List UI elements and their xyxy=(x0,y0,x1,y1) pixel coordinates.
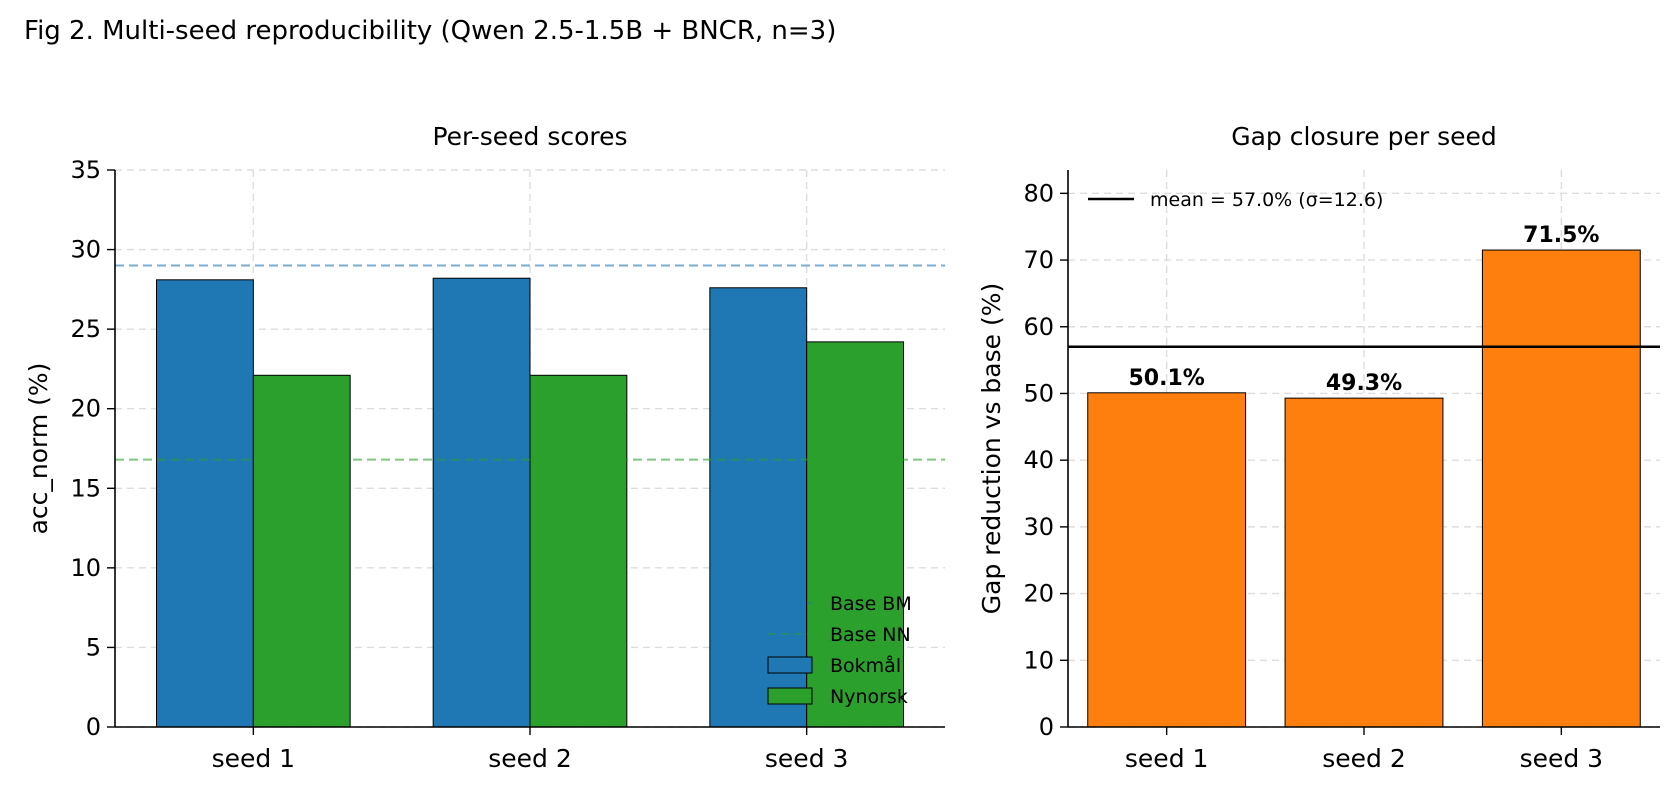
y-tick-label: 15 xyxy=(70,474,101,502)
chart-title: Per-seed scores xyxy=(432,122,627,151)
bar-gap-1 xyxy=(1087,392,1247,728)
bar-value-label: 49.3% xyxy=(1326,371,1402,396)
y-tick-label: 10 xyxy=(70,554,101,582)
bar-value-label: 71.5% xyxy=(1523,223,1599,248)
chart-title: Gap closure per seed xyxy=(1231,122,1497,151)
y-tick-label: 50 xyxy=(1023,379,1054,407)
y-tick-label: 20 xyxy=(70,395,101,423)
y-tick-label: 10 xyxy=(1023,646,1054,674)
legend-label: Base BM xyxy=(830,593,912,615)
bar-gap-2 xyxy=(1284,397,1444,728)
y-tick-label: 0 xyxy=(1039,713,1054,741)
legend: mean = 57.0% (σ=12.6) xyxy=(1088,189,1383,211)
figure-title: Fig 2. Multi-seed reproducibility (Qwen … xyxy=(24,16,837,46)
y-tick-label: 80 xyxy=(1023,179,1054,207)
bar-gap-3 xyxy=(1481,249,1641,728)
chart-panel-2: 50.1% 49.3% 71.5% 0 10 20 30 40 50 60 70 80 seed 1 se… xyxy=(977,122,1660,773)
legend-label: Nynorsk xyxy=(830,686,908,708)
y-tick-label: 60 xyxy=(1023,313,1054,341)
x-tick-label: seed 1 xyxy=(1125,744,1209,773)
x-tick-label: seed 1 xyxy=(212,744,296,773)
x-tick-label: seed 3 xyxy=(765,744,849,773)
bar-nynorsk-1 xyxy=(252,374,351,728)
bar-bokmål-3 xyxy=(709,287,808,728)
bar-bokmål-2 xyxy=(432,277,531,728)
bar-nynorsk-2 xyxy=(529,374,628,728)
bar-nynorsk-3 xyxy=(806,341,905,728)
y-tick-label: 70 xyxy=(1023,246,1054,274)
y-axis-label: Gap reduction vs base (%) xyxy=(977,283,1006,614)
legend-label: Bokmål xyxy=(830,654,901,677)
y-tick-label: 20 xyxy=(1023,580,1054,608)
legend: Base BM Base NN Bokmål Nynorsk xyxy=(767,593,912,708)
x-tick-label: seed 2 xyxy=(1322,744,1406,773)
x-tick-label: seed 3 xyxy=(1520,744,1604,773)
y-tick-label: 5 xyxy=(86,633,101,661)
y-tick-label: 30 xyxy=(70,236,101,264)
y-axis-label: acc_norm (%) xyxy=(24,363,53,535)
y-tick-label: 30 xyxy=(1023,513,1054,541)
legend-bar-swatch xyxy=(767,687,813,705)
legend-label: mean = 57.0% (σ=12.6) xyxy=(1150,189,1383,211)
y-tick-label: 25 xyxy=(70,315,101,343)
bar-bokmål-1 xyxy=(156,279,254,728)
y-tick-label: 35 xyxy=(70,156,101,184)
y-tick-label: 0 xyxy=(86,713,101,741)
y-tick-label: 40 xyxy=(1023,446,1054,474)
x-tick-label: seed 2 xyxy=(488,744,572,773)
legend-bar-swatch xyxy=(767,656,813,674)
bar-value-label: 50.1% xyxy=(1129,366,1205,391)
chart-panel-1: 0 5 10 15 20 25 30 35 seed 1 seed 2 seed 3 Per-seed… xyxy=(24,122,945,773)
legend-label: Base NN xyxy=(830,624,911,646)
